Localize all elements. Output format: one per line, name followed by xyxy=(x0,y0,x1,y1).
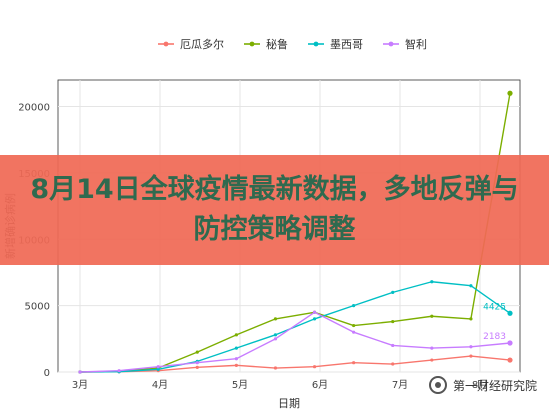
x-tick-label: 7月 xyxy=(392,379,408,391)
data-point xyxy=(391,343,395,348)
data-point xyxy=(195,365,199,369)
legend-key-point xyxy=(249,41,255,47)
y-tick-label: 0 xyxy=(44,368,50,379)
data-point xyxy=(312,310,317,314)
data-point xyxy=(273,333,278,337)
legend-key-point xyxy=(313,41,319,47)
data-point xyxy=(352,361,356,365)
data-point xyxy=(117,369,121,373)
series-end-point xyxy=(507,340,513,346)
series-end-point xyxy=(507,90,513,96)
series-line xyxy=(79,311,511,373)
legend-label: 秘鲁 xyxy=(266,37,288,51)
legend-label: 智利 xyxy=(405,37,427,51)
data-point xyxy=(312,317,317,321)
data-point xyxy=(273,317,278,321)
series-end-label: 4425 xyxy=(483,302,506,312)
data-point xyxy=(195,361,199,365)
x-tick-label: 8月 xyxy=(472,379,488,391)
series-end-point xyxy=(507,310,513,316)
x-tick-label: 6月 xyxy=(312,379,328,391)
data-point xyxy=(234,363,238,367)
data-point xyxy=(352,323,356,328)
series-end-point xyxy=(507,357,513,363)
legend-key-point xyxy=(388,41,394,47)
data-point xyxy=(352,330,356,334)
data-point xyxy=(430,314,434,318)
x-tick-label: 3月 xyxy=(72,379,88,391)
y-tick-label: 5000 xyxy=(25,302,50,313)
watermark-text: 第一财经研究院 xyxy=(452,378,537,393)
headline-banner: 8月14日全球疫情最新数据，多地反弹与防控策略调整 xyxy=(0,155,549,265)
x-tick-label: 5月 xyxy=(232,379,248,391)
x-tick-label: 4月 xyxy=(152,379,168,391)
data-point xyxy=(312,365,317,369)
data-point xyxy=(391,290,395,294)
series-line xyxy=(79,281,511,373)
wechat-icon xyxy=(428,376,447,394)
data-point xyxy=(273,337,278,341)
data-point xyxy=(469,317,473,321)
data-point xyxy=(352,304,356,308)
series-line xyxy=(79,355,511,373)
legend-label: 墨西哥 xyxy=(330,38,363,51)
data-point xyxy=(469,345,473,349)
data-point xyxy=(391,319,395,324)
data-point xyxy=(469,354,473,358)
data-point xyxy=(195,350,199,354)
data-point xyxy=(156,365,160,369)
x-axis-title: 日期 xyxy=(278,397,300,410)
data-point xyxy=(234,346,238,350)
data-point xyxy=(156,367,160,371)
legend-key-point xyxy=(163,41,169,47)
data-point xyxy=(273,366,278,370)
data-point xyxy=(469,284,473,288)
data-point xyxy=(391,362,395,366)
data-point xyxy=(430,280,434,284)
data-point xyxy=(234,333,238,337)
data-point xyxy=(78,370,82,374)
series-end-label: 2183 xyxy=(483,332,506,342)
data-point xyxy=(430,346,434,350)
series-line xyxy=(79,93,511,373)
watermark: 第一财经研究院 xyxy=(428,376,537,394)
y-tick-label: 20000 xyxy=(18,103,50,114)
headline-text: 8月14日全球疫情最新数据，多地反弹与防控策略调整 xyxy=(30,174,519,245)
legend-label: 厄瓜多尔 xyxy=(180,37,224,51)
data-point xyxy=(234,357,238,361)
data-point xyxy=(430,358,434,362)
